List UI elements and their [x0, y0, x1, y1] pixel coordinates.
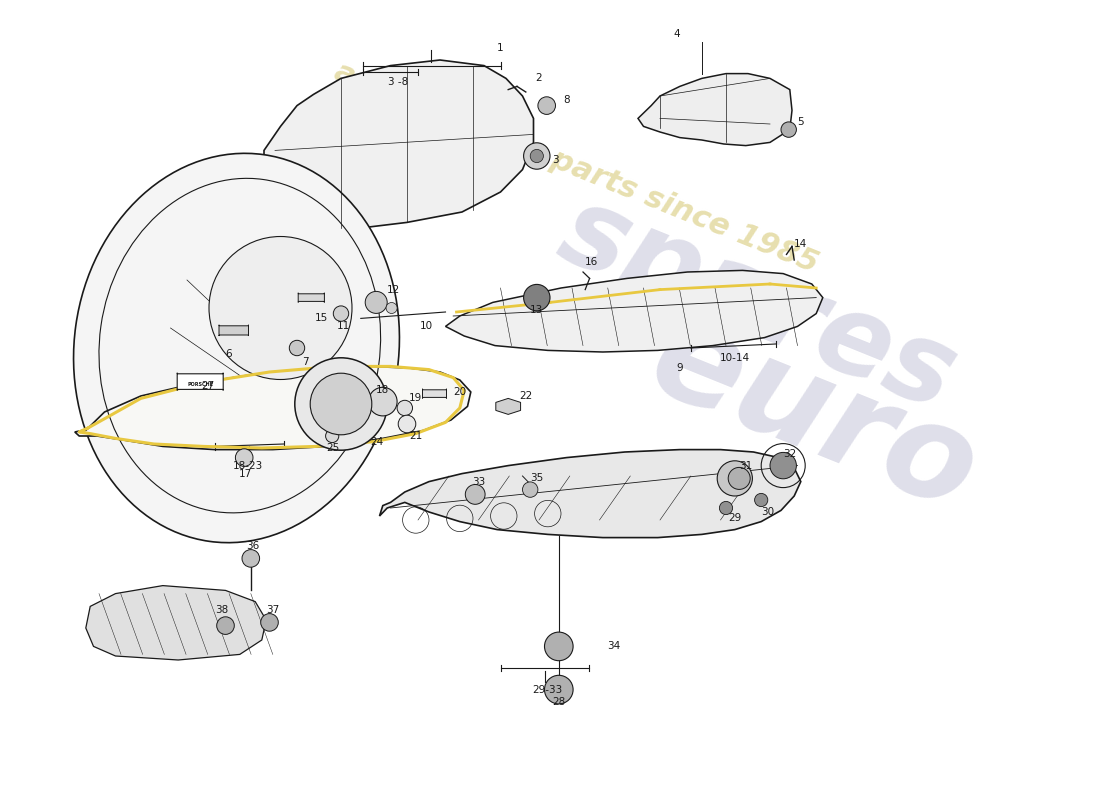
- Text: 3 -8: 3 -8: [388, 77, 408, 86]
- Text: 27: 27: [201, 381, 214, 390]
- Circle shape: [398, 415, 416, 433]
- Text: PORSCHE: PORSCHE: [187, 382, 213, 386]
- Text: 16: 16: [585, 258, 598, 267]
- Text: 34: 34: [607, 642, 620, 651]
- Text: 17: 17: [239, 469, 252, 478]
- Circle shape: [397, 400, 412, 416]
- Circle shape: [717, 461, 752, 496]
- Circle shape: [538, 97, 556, 114]
- Circle shape: [524, 142, 550, 170]
- Text: 38: 38: [216, 605, 229, 614]
- Text: 18-23: 18-23: [232, 461, 263, 470]
- Text: 6: 6: [226, 349, 232, 358]
- Text: 18: 18: [376, 386, 389, 395]
- Text: 1: 1: [497, 43, 504, 53]
- Text: a passion for parts since 1985: a passion for parts since 1985: [330, 58, 823, 278]
- Text: 33: 33: [472, 477, 485, 486]
- Text: 19: 19: [409, 394, 422, 403]
- Text: 29-33: 29-33: [532, 685, 563, 694]
- Circle shape: [235, 449, 253, 466]
- Text: 7: 7: [302, 357, 309, 366]
- FancyBboxPatch shape: [422, 389, 447, 398]
- Text: 36: 36: [246, 541, 260, 550]
- Circle shape: [368, 387, 397, 416]
- Text: 20: 20: [453, 387, 466, 397]
- Polygon shape: [638, 74, 792, 146]
- FancyBboxPatch shape: [177, 373, 223, 390]
- Text: 8: 8: [563, 95, 570, 105]
- Text: 2: 2: [536, 74, 542, 83]
- Polygon shape: [264, 60, 534, 230]
- Circle shape: [530, 150, 543, 162]
- Text: 30: 30: [761, 507, 774, 517]
- Circle shape: [544, 675, 573, 704]
- Text: 4: 4: [673, 29, 680, 38]
- FancyBboxPatch shape: [219, 325, 249, 336]
- Circle shape: [728, 467, 750, 490]
- Circle shape: [522, 482, 538, 498]
- Circle shape: [781, 122, 796, 138]
- Text: 35: 35: [530, 474, 543, 483]
- Text: 14: 14: [794, 239, 807, 249]
- Circle shape: [544, 632, 573, 661]
- Text: spares: spares: [544, 176, 971, 432]
- Circle shape: [465, 485, 485, 504]
- Text: 24: 24: [371, 437, 384, 446]
- Text: 10: 10: [420, 322, 433, 331]
- Text: 15: 15: [315, 314, 328, 323]
- Circle shape: [295, 358, 387, 450]
- Text: 28: 28: [552, 698, 565, 707]
- Circle shape: [333, 306, 349, 322]
- Circle shape: [310, 373, 372, 435]
- Circle shape: [326, 430, 339, 442]
- Polygon shape: [86, 586, 266, 660]
- FancyBboxPatch shape: [298, 293, 324, 302]
- Circle shape: [719, 502, 733, 514]
- Circle shape: [524, 284, 550, 310]
- Circle shape: [289, 340, 305, 356]
- Text: 29: 29: [728, 514, 741, 523]
- Text: 10-14: 10-14: [719, 354, 750, 363]
- Circle shape: [386, 302, 397, 314]
- Polygon shape: [379, 450, 801, 538]
- Ellipse shape: [74, 154, 399, 542]
- Text: 31: 31: [739, 461, 752, 470]
- Text: 13: 13: [530, 306, 543, 315]
- Text: 21: 21: [409, 431, 422, 441]
- Circle shape: [242, 550, 260, 567]
- Text: 32: 32: [783, 450, 796, 459]
- Text: 3: 3: [552, 155, 559, 165]
- Polygon shape: [496, 398, 520, 414]
- Polygon shape: [446, 270, 823, 352]
- Circle shape: [217, 617, 234, 634]
- Circle shape: [770, 452, 796, 478]
- Polygon shape: [75, 366, 471, 450]
- Circle shape: [755, 494, 768, 506]
- Text: 9: 9: [676, 363, 683, 373]
- Circle shape: [209, 237, 352, 379]
- Text: 25: 25: [327, 443, 340, 453]
- Text: 37: 37: [266, 605, 279, 614]
- Text: 5: 5: [798, 117, 804, 126]
- Circle shape: [261, 614, 278, 631]
- Text: 22: 22: [519, 391, 532, 401]
- Circle shape: [365, 291, 387, 314]
- Text: euro: euro: [632, 294, 994, 538]
- Text: 11: 11: [337, 322, 350, 331]
- Text: 12: 12: [387, 285, 400, 294]
